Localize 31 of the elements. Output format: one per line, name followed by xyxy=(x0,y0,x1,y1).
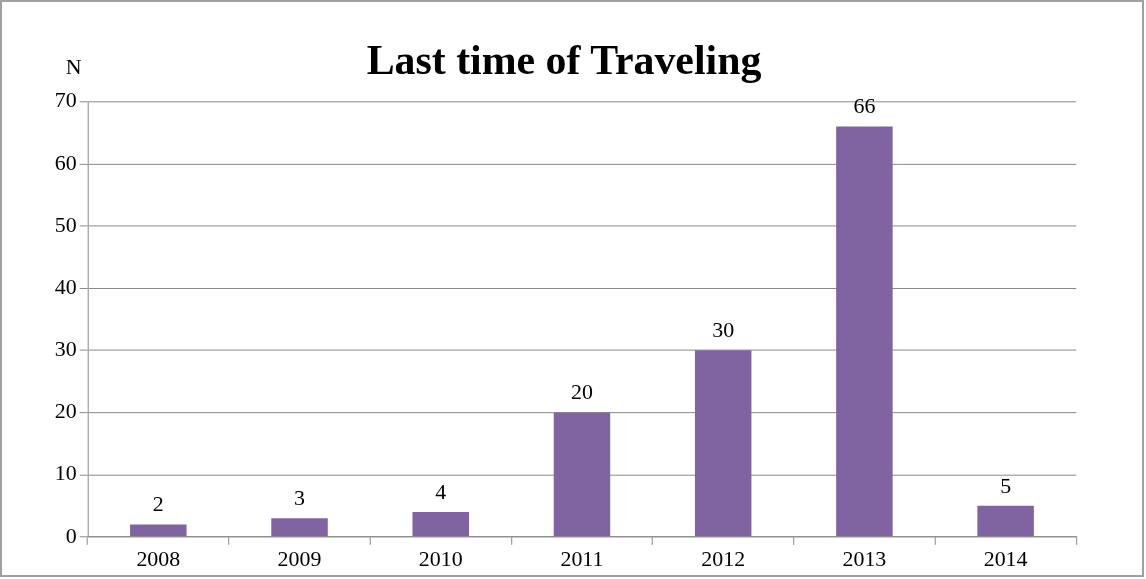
y-tick-label: 20 xyxy=(54,399,77,424)
bar xyxy=(836,126,893,537)
data-label: 20 xyxy=(571,380,593,405)
x-tick-label: 2012 xyxy=(701,546,746,571)
bar xyxy=(977,505,1034,537)
bar xyxy=(130,524,187,537)
data-label: 2 xyxy=(152,492,164,517)
y-tick-label: 50 xyxy=(54,212,77,237)
x-tick-label: 2013 xyxy=(842,546,887,571)
y-tick-label: 70 xyxy=(54,88,77,113)
x-tick-label: 2009 xyxy=(277,546,322,571)
y-tick-label: 30 xyxy=(54,337,77,362)
y-tick-label: 10 xyxy=(54,461,77,486)
chart-title: Last time of Traveling xyxy=(366,36,762,83)
bar xyxy=(553,412,611,537)
data-label: 5 xyxy=(1000,473,1012,498)
x-tick-label: 2011 xyxy=(560,546,604,571)
data-label: 66 xyxy=(853,94,876,119)
y-tick-label: 0 xyxy=(65,523,77,548)
x-tick-label: 2010 xyxy=(418,546,463,571)
x-tick-label: 2014 xyxy=(983,546,1028,571)
y-tick-label: 40 xyxy=(54,274,77,299)
data-label: 4 xyxy=(435,479,447,504)
bar xyxy=(694,350,752,537)
bar xyxy=(271,518,328,537)
bar xyxy=(412,512,469,537)
x-tick-label: 2008 xyxy=(136,546,181,571)
y-tick-label: 60 xyxy=(54,150,77,175)
data-label: 30 xyxy=(712,318,735,343)
y-axis-title: N xyxy=(65,54,82,79)
data-label: 3 xyxy=(294,486,306,511)
